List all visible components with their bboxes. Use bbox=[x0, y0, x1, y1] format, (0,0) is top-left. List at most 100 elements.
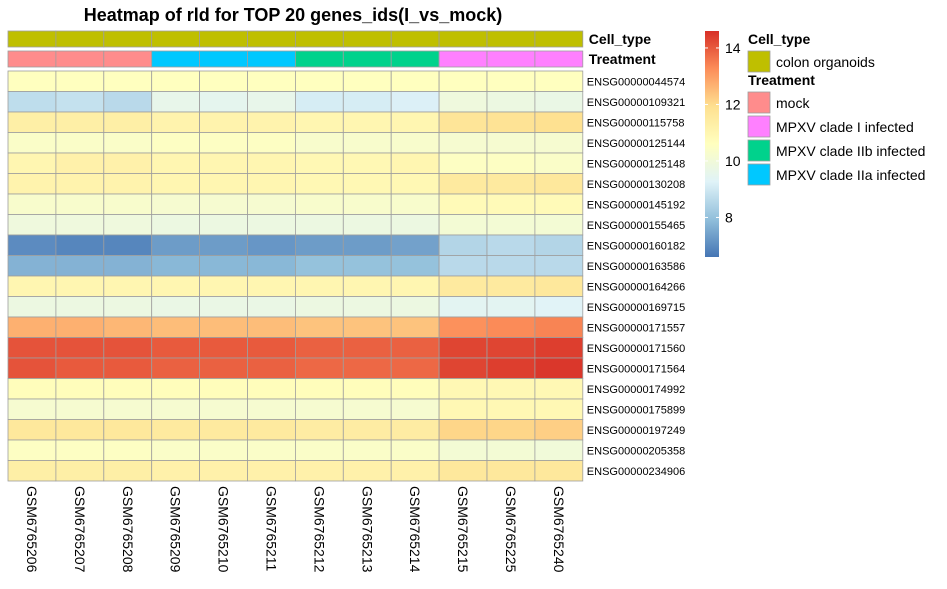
heatmap-cell bbox=[55, 460, 105, 482]
row-label: ENSG00000234906 bbox=[587, 466, 685, 478]
heatmap-cell bbox=[534, 234, 584, 256]
heatmap-cell bbox=[390, 132, 440, 154]
heatmap-cell bbox=[486, 132, 536, 154]
heatmap-cell bbox=[438, 234, 488, 256]
heatmap-cell bbox=[294, 91, 344, 113]
annotation-cell bbox=[7, 30, 57, 48]
heatmap-cell bbox=[438, 193, 488, 215]
heatmap-cell bbox=[486, 91, 536, 113]
color-scale-tick: 10 bbox=[725, 153, 741, 169]
heatmap-cell bbox=[390, 255, 440, 277]
heatmap-cell bbox=[199, 70, 248, 92]
row-label: ENSG00000160182 bbox=[587, 240, 685, 252]
heatmap-cell bbox=[534, 316, 584, 338]
heatmap-cell bbox=[247, 419, 296, 441]
heatmap-cell bbox=[534, 398, 584, 420]
heatmap-cell bbox=[103, 234, 153, 256]
heatmap-cell bbox=[103, 255, 153, 277]
heatmap-cell bbox=[151, 357, 200, 379]
heatmap-cell bbox=[151, 398, 200, 420]
heatmap-cell bbox=[438, 460, 488, 482]
heatmap-cell bbox=[247, 70, 296, 92]
heatmap-cell bbox=[247, 173, 296, 195]
annotation-cell bbox=[151, 50, 200, 68]
heatmap-cell bbox=[103, 296, 153, 318]
heatmap-cell bbox=[486, 419, 536, 441]
heatmap-cell bbox=[7, 337, 57, 359]
heatmap-cell bbox=[294, 439, 344, 461]
heatmap-cell bbox=[342, 91, 392, 113]
row-label: ENSG00000175899 bbox=[587, 404, 685, 416]
heatmap-cell bbox=[7, 91, 57, 113]
heatmap-cell bbox=[438, 255, 488, 277]
row-label: ENSG00000130208 bbox=[587, 179, 685, 191]
heatmap-cell bbox=[103, 193, 153, 215]
row-label: ENSG00000197249 bbox=[587, 425, 685, 437]
heatmap-cell bbox=[534, 255, 584, 277]
heatmap-cell bbox=[151, 460, 200, 482]
heatmap-cell bbox=[486, 337, 536, 359]
heatmap-cell bbox=[486, 296, 536, 318]
heatmap-cell bbox=[294, 275, 344, 297]
heatmap-cell bbox=[151, 70, 200, 92]
heatmap-cell bbox=[342, 152, 392, 174]
row-label: ENSG00000044574 bbox=[587, 76, 685, 88]
heatmap-cell bbox=[199, 275, 248, 297]
heatmap-cell bbox=[294, 70, 344, 92]
heatmap-cell bbox=[438, 378, 488, 400]
heatmap-cell bbox=[438, 132, 488, 154]
legend-item-label: MPXV clade IIb infected bbox=[776, 143, 925, 159]
heatmap-cell bbox=[486, 439, 536, 461]
row-label: ENSG00000171560 bbox=[587, 343, 685, 355]
heatmap-cell bbox=[7, 378, 57, 400]
heatmap-cell bbox=[151, 111, 200, 133]
annotation-cell bbox=[55, 50, 105, 68]
annotation-cell bbox=[342, 50, 392, 68]
annotation-cell bbox=[390, 30, 440, 48]
heatmap-cell bbox=[534, 214, 584, 236]
heatmap-cell bbox=[390, 214, 440, 236]
annotation-cell bbox=[55, 30, 105, 48]
heatmap-cell bbox=[390, 275, 440, 297]
heatmap-cell bbox=[199, 193, 248, 215]
heatmap-cell bbox=[438, 214, 488, 236]
heatmap-cell bbox=[390, 296, 440, 318]
heatmap-cell bbox=[390, 460, 440, 482]
heatmap-cell bbox=[438, 419, 488, 441]
annotation-label: Treatment bbox=[589, 51, 656, 67]
row-label: ENSG00000174992 bbox=[587, 384, 685, 396]
annotation-cell bbox=[438, 30, 488, 48]
row-label: ENSG00000169715 bbox=[587, 302, 685, 314]
color-scale-tick: 12 bbox=[725, 96, 741, 112]
heatmap-cell bbox=[199, 152, 248, 174]
heatmap-cell bbox=[151, 337, 200, 359]
heatmap-cell bbox=[486, 173, 536, 195]
heatmap-cell bbox=[247, 439, 296, 461]
heatmap-cell bbox=[199, 234, 248, 256]
heatmap-cell bbox=[534, 173, 584, 195]
column-label: GSM6765240 bbox=[551, 486, 567, 573]
heatmap-cell bbox=[390, 378, 440, 400]
annotation-cell bbox=[534, 50, 584, 68]
heatmap-cell bbox=[199, 460, 248, 482]
heatmap-cell bbox=[294, 255, 344, 277]
heatmap-cell bbox=[438, 70, 488, 92]
heatmap-cell bbox=[342, 419, 392, 441]
heatmap-cell bbox=[103, 152, 153, 174]
heatmap-cell bbox=[390, 439, 440, 461]
legend-swatch bbox=[747, 50, 771, 73]
column-label: GSM6765212 bbox=[311, 486, 327, 573]
heatmap-cell bbox=[103, 132, 153, 154]
column-label: GSM6765208 bbox=[120, 486, 136, 573]
column-label: GSM6765214 bbox=[407, 486, 423, 573]
heatmap-cell bbox=[390, 398, 440, 420]
row-label: ENSG00000115758 bbox=[587, 117, 685, 129]
annotation-cell bbox=[103, 50, 153, 68]
heatmap-cell bbox=[55, 214, 105, 236]
heatmap-cell bbox=[294, 214, 344, 236]
heatmap-cell bbox=[486, 316, 536, 338]
heatmap-cell bbox=[390, 316, 440, 338]
heatmap-cell bbox=[55, 152, 105, 174]
heatmap-cell bbox=[486, 193, 536, 215]
heatmap-cell bbox=[342, 234, 392, 256]
